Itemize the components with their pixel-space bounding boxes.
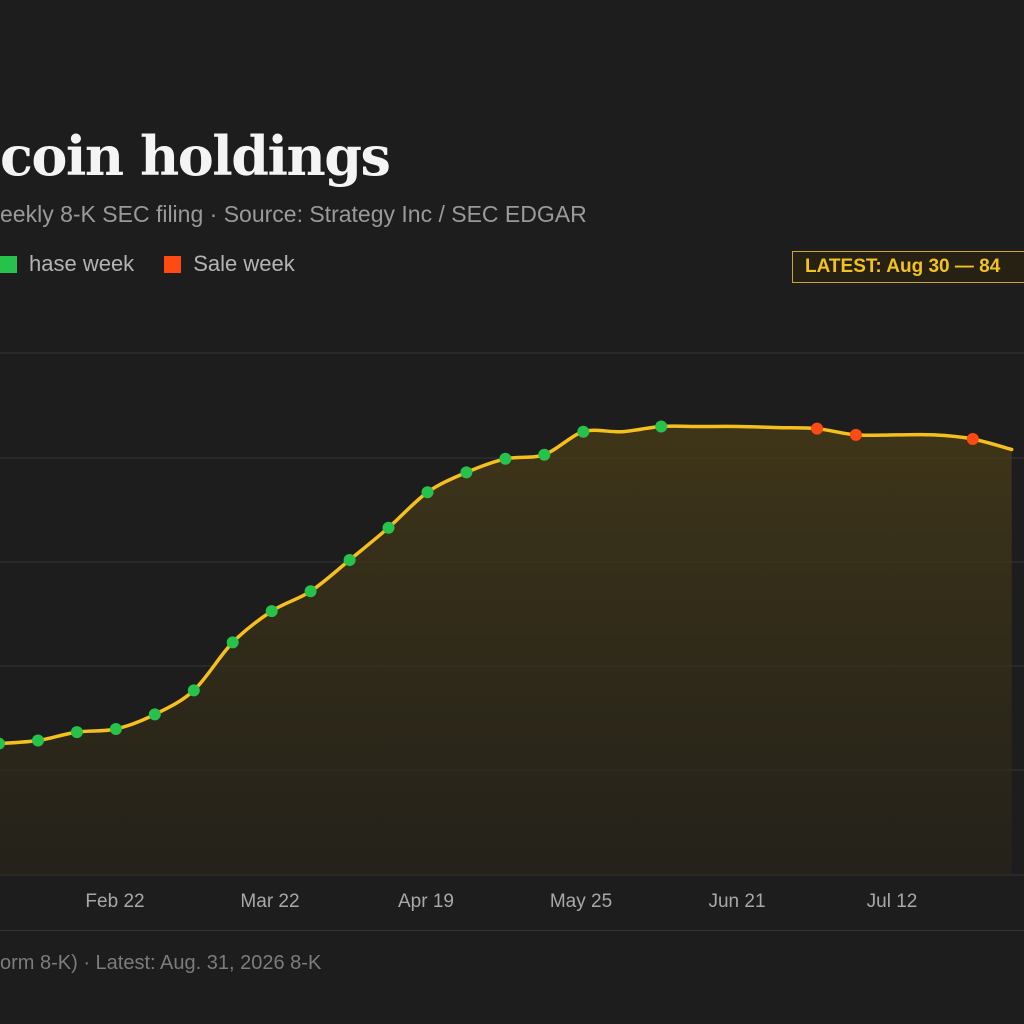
purchase-swatch-icon [0,255,17,273]
purchase-point-2 [70,726,83,739]
purchase-point-6 [226,636,239,649]
purchase-point-1 [32,734,44,747]
chart-legend: hase week Sale week [0,251,325,277]
chart-subtitle: eekly 8-K SEC filing · Source: Strategy … [0,201,587,227]
latest-badge: LATEST: Aug 30 — 84 [792,251,1024,283]
purchase-point-17 [655,420,668,433]
x-tick-label: Mar 22 [240,891,299,912]
sale-point-25 [966,433,979,445]
data-points [0,420,979,750]
holdings-area [0,426,1012,875]
x-tick-label: Jun 21 [708,891,765,912]
sale-point-22 [849,428,862,441]
x-axis-ticks: Feb 22 Mar 22 Apr 19 May 25 Jun 21 Jul 12 [85,891,917,912]
legend-item-sale: Sale week [164,251,295,277]
purchase-point-11 [421,486,434,499]
x-tick-label: Apr 19 [398,891,454,912]
sale-point-21 [811,422,823,435]
purchase-point-7 [265,605,278,618]
purchase-point-3 [109,723,122,735]
source-footnote: orm 8-K) · Latest: Aug. 31, 2026 8-K [0,952,322,974]
purchase-point-10 [382,521,395,534]
purchase-point-13 [499,452,512,465]
legend-item-purchase: hase week [0,251,134,277]
x-tick-label: Jul 12 [867,891,918,912]
purchase-point-12 [460,466,473,479]
purchase-point-8 [304,585,317,598]
purchase-point-4 [148,708,161,721]
x-tick-label: Feb 22 [85,891,144,912]
x-tick-label: May 25 [550,891,612,912]
purchase-point-9 [343,554,356,566]
footer-divider [0,930,1024,931]
purchase-point-15 [577,425,590,438]
chart-title: coin holdings [0,124,391,188]
legend-label-sale: Sale week [193,251,295,276]
purchase-point-5 [187,684,200,697]
legend-label-purchase: hase week [29,251,135,276]
sale-swatch-icon [164,255,182,273]
purchase-point-0 [0,737,5,750]
purchase-point-14 [538,448,551,461]
